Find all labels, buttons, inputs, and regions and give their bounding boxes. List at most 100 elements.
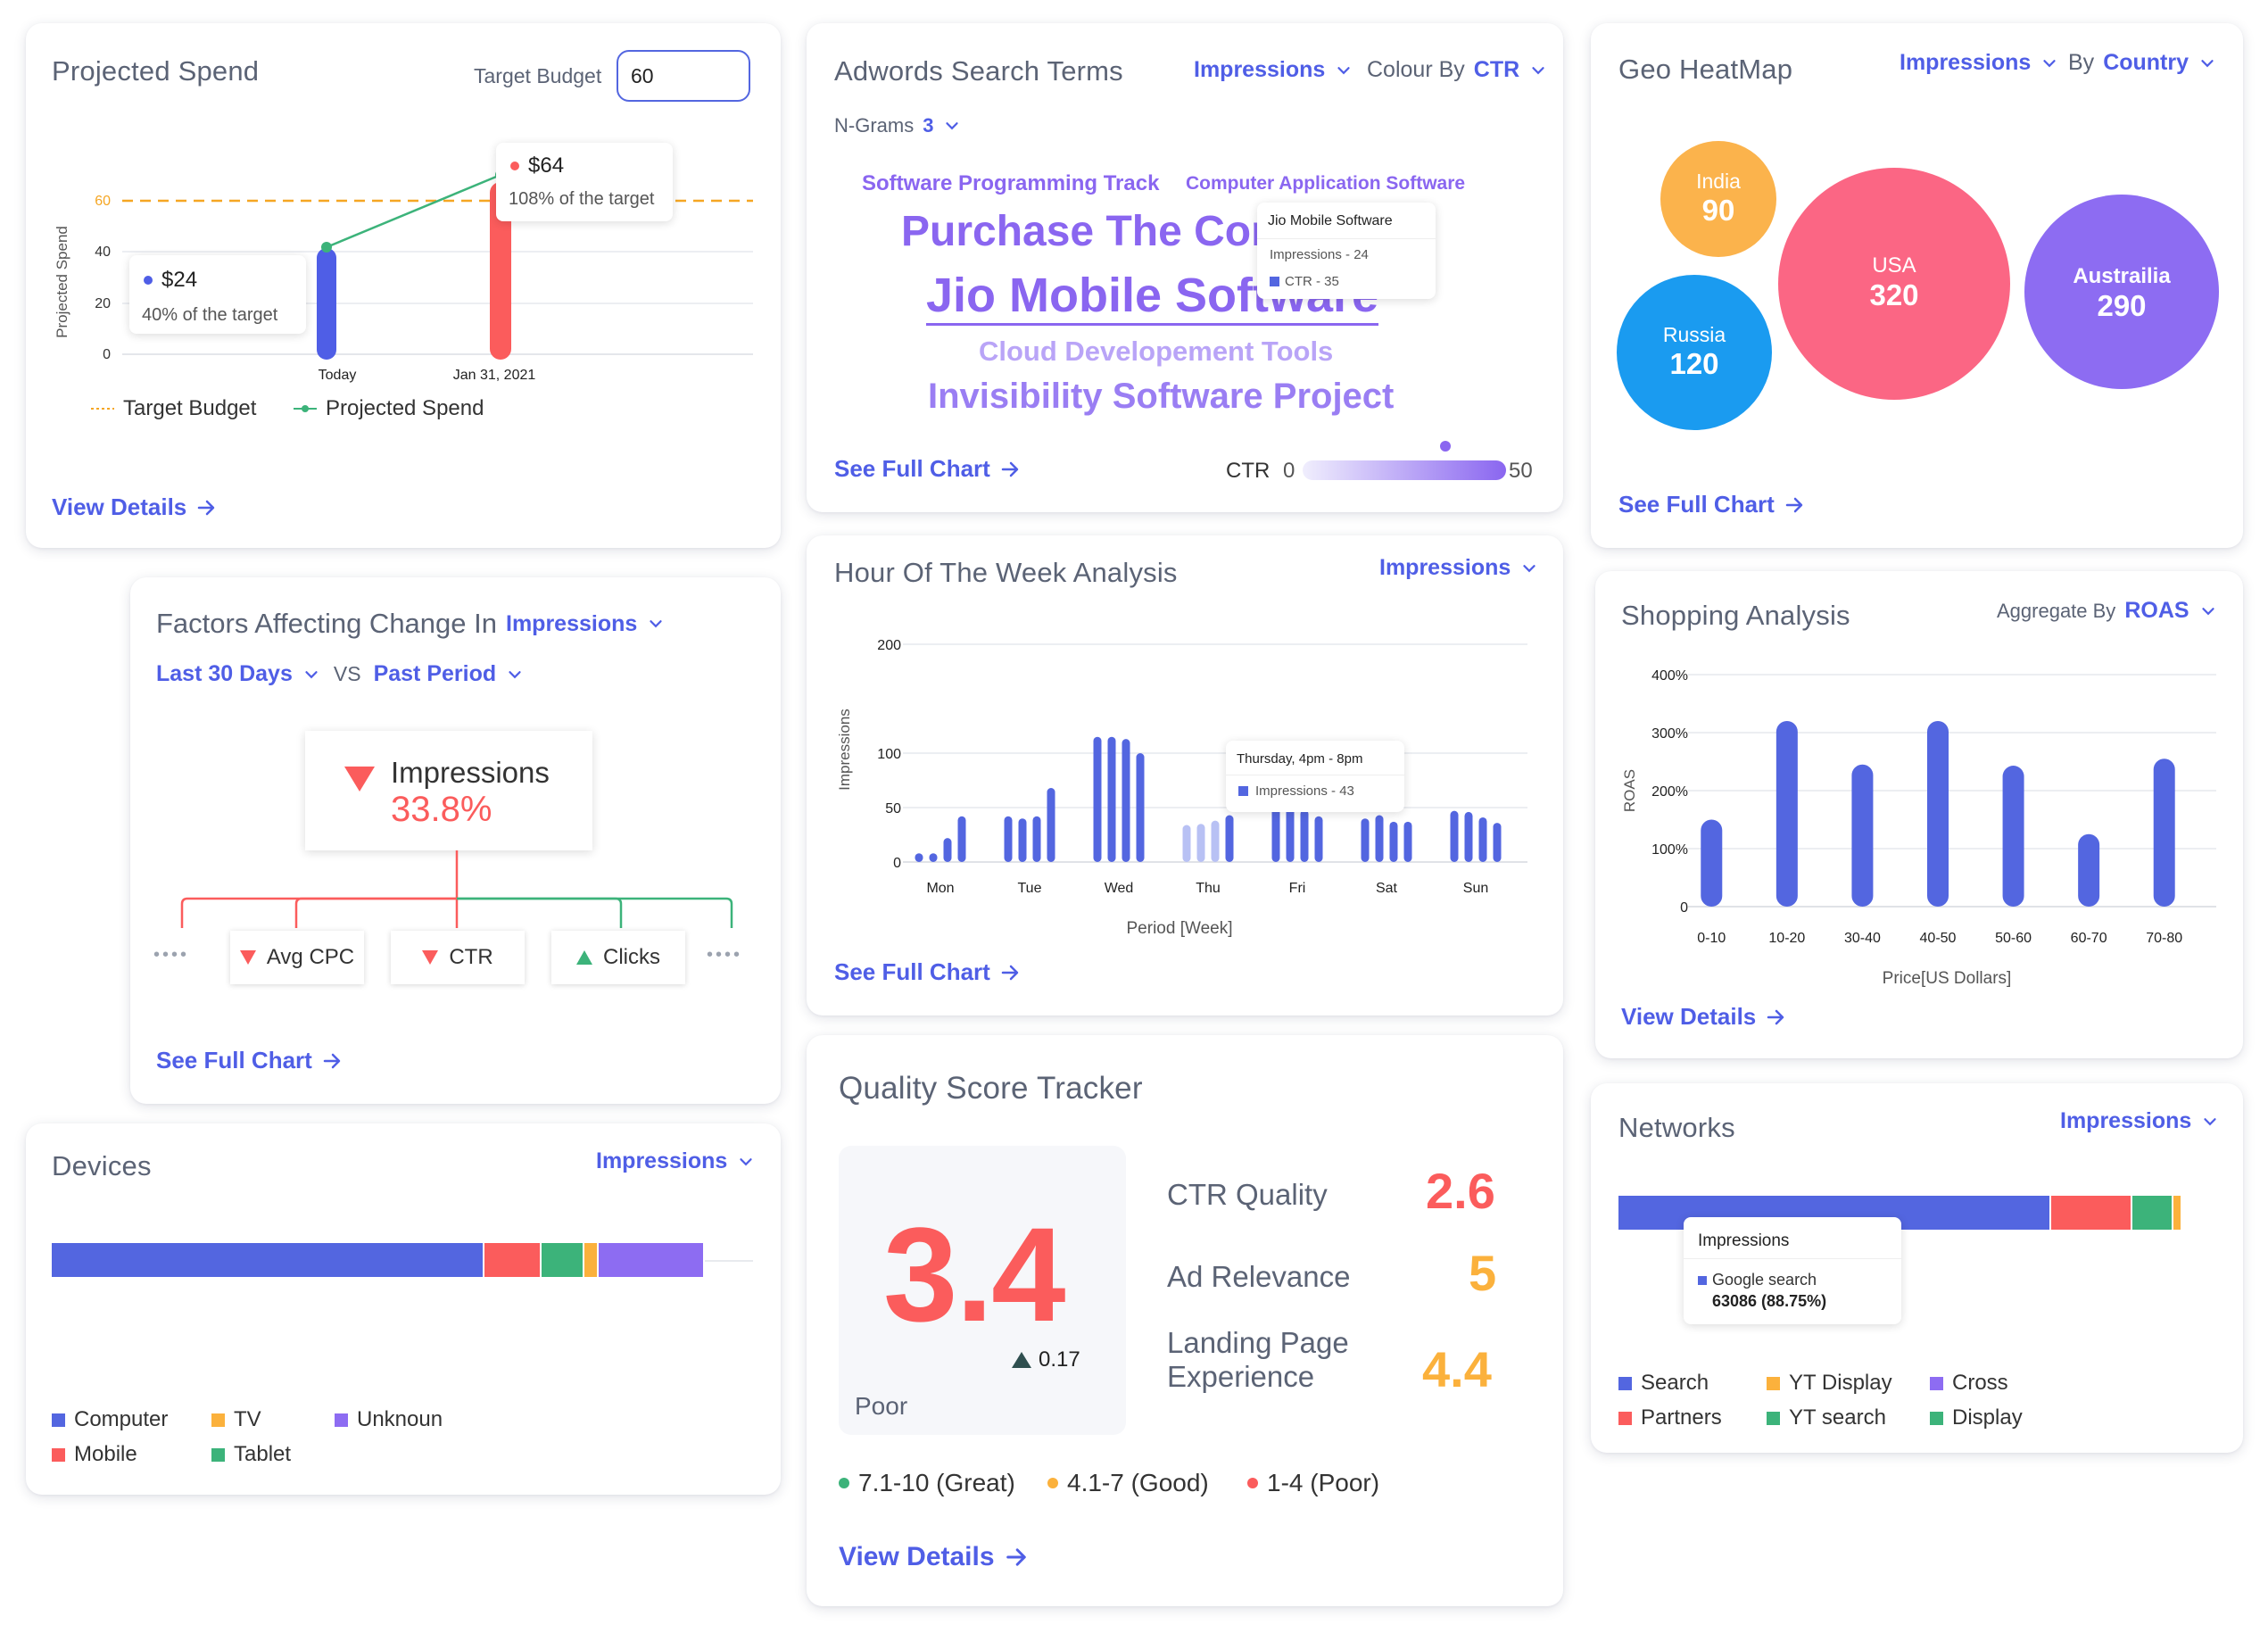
score-delta: 0.17 <box>1039 1347 1080 1372</box>
hour-bar <box>1047 788 1055 862</box>
x-label-jan: Jan 31, 2021 <box>453 368 536 383</box>
bar-segment[interactable] <box>2051 1196 2132 1230</box>
colour-by-dropdown[interactable]: Colour By CTR <box>1367 57 1548 83</box>
hour-bar <box>943 838 952 862</box>
x-tick-label: 60-70 <box>2071 931 2107 946</box>
bubble-usa[interactable]: USA 320 <box>1778 168 2010 400</box>
bubble-label: Russia <box>1662 323 1726 346</box>
view-details-link[interactable]: View Details <box>839 1542 1029 1572</box>
legend-computer: Computer <box>52 1407 168 1432</box>
word-term[interactable]: Computer Application Software <box>1186 173 1466 194</box>
x-tick-label: 30-40 <box>1844 931 1881 946</box>
target-budget-input[interactable] <box>617 50 750 102</box>
hour-bar <box>1464 811 1473 862</box>
word-term[interactable]: Software Programming Track <box>862 171 1160 195</box>
factor-ctr[interactable]: CTR <box>391 931 525 984</box>
chevron-down-icon <box>2201 59 2214 67</box>
hour-bar <box>1032 816 1041 862</box>
factor-clicks[interactable]: Clicks <box>551 931 685 984</box>
hour-bar <box>1403 821 1412 862</box>
quality-score-card: Quality Score Tracker 3.4 0.17 Poor CTR … <box>807 1035 1563 1606</box>
bubble-russia[interactable]: Russia 120 <box>1617 275 1772 430</box>
bubble-austrailia[interactable]: Austrailia 290 <box>2024 195 2219 389</box>
score-value: 3.4 <box>883 1199 1066 1349</box>
x-tick-label: Sun <box>1463 881 1488 896</box>
bar-segment[interactable] <box>484 1243 542 1277</box>
x-tick-label: 0-10 <box>1697 931 1726 946</box>
metric-dropdown[interactable]: Impressions <box>1194 57 1353 83</box>
hour-bar <box>1225 815 1234 862</box>
tooltip-jan: $64 108% of the target <box>496 143 673 221</box>
roas-bar <box>1701 819 1723 907</box>
view-details-link[interactable]: View Details <box>1621 1003 1786 1031</box>
more-dots-right[interactable]: •••• <box>707 945 743 965</box>
aggregate-dropdown[interactable]: Aggregate By ROAS <box>1997 598 2218 624</box>
word-term[interactable]: Invisibility Software Project <box>928 377 1395 416</box>
factor-tree-lines <box>180 850 733 928</box>
word-term[interactable]: Cloud Developement Tools <box>979 336 1334 367</box>
legend-cross: Cross <box>1930 1371 2008 1396</box>
metric-value: 2.6 <box>1426 1163 1495 1219</box>
y-tick-label: 0 <box>1680 900 1688 916</box>
arrow-right-icon <box>323 1053 341 1068</box>
hour-bar <box>915 853 923 862</box>
triangle-up-icon <box>576 950 592 965</box>
legend-display: Display <box>1930 1405 2023 1430</box>
bar-segment[interactable] <box>2173 1196 2182 1230</box>
word-term[interactable]: Purchase The Cor <box>901 208 1268 255</box>
network-tooltip: Impressions Google search 63086 (88.75%) <box>1684 1217 1901 1324</box>
tooltip-title: Impressions <box>1698 1231 1790 1250</box>
x-tick-label: Mon <box>926 881 954 896</box>
card-title: Factors Affecting Change In <box>156 608 497 639</box>
ctr-scale-label: CTR <box>1226 459 1271 483</box>
metric-dropdown[interactable]: Impressions <box>1379 555 1539 581</box>
y-tick-label: 100% <box>1651 842 1688 858</box>
card-title: Shopping Analysis <box>1621 600 1850 631</box>
hour-bar <box>1018 818 1027 862</box>
term-tooltip: Jio Mobile Software Impressions - 24 CTR… <box>1257 203 1436 299</box>
bar-segment[interactable] <box>52 1243 485 1277</box>
hour-week-card: Hour Of The Week Analysis Impressions 0 5… <box>807 535 1563 1015</box>
tooltip-amount: $24 <box>161 268 198 292</box>
see-full-chart-link[interactable]: See Full Chart <box>1618 491 1805 518</box>
ngrams-dropdown[interactable]: N-Grams 3 <box>834 114 962 137</box>
view-details-link[interactable]: View Details <box>52 493 217 521</box>
shopping-card: Shopping Analysis Aggregate By ROAS 0 100… <box>1595 571 2243 1058</box>
metric-dropdown[interactable]: Impressions <box>506 611 666 637</box>
hour-bar <box>1314 816 1323 862</box>
legend-good: 4.1-7 (Good) <box>1047 1469 1209 1497</box>
see-full-chart-link[interactable]: See Full Chart <box>156 1047 343 1074</box>
see-full-chart-link[interactable]: See Full Chart <box>834 455 1021 483</box>
x-tick-label: 10-20 <box>1768 931 1805 946</box>
chevron-down-icon <box>650 620 662 628</box>
score-rating: Poor <box>855 1392 908 1420</box>
compare-dropdown[interactable]: Past Period <box>374 661 526 687</box>
metric-dropdown[interactable]: Impressions <box>596 1148 756 1174</box>
hour-bar <box>1211 820 1220 862</box>
more-dots-left[interactable]: •••• <box>153 945 190 965</box>
bubble-india[interactable]: India 90 <box>1660 141 1776 257</box>
y-tick-label: 200% <box>1651 784 1688 800</box>
hour-bar <box>957 816 966 862</box>
bar-segment[interactable] <box>598 1243 705 1277</box>
arrow-right-icon <box>1001 461 1019 477</box>
vs-label: VS <box>333 662 361 685</box>
hour-bar <box>1450 810 1459 862</box>
bar-segment[interactable] <box>2131 1196 2174 1230</box>
arrow-right-icon <box>1785 497 1803 512</box>
hour-bar <box>1136 753 1145 862</box>
bar-segment[interactable] <box>584 1243 599 1277</box>
x-axis-label: Period [Week] <box>1127 919 1233 938</box>
hour-bar <box>929 853 938 862</box>
see-full-chart-link[interactable]: See Full Chart <box>834 958 1021 986</box>
y-tick-label: 0 <box>893 856 901 871</box>
period-dropdown[interactable]: Last 30 Days <box>156 661 321 687</box>
by-country-dropdown[interactable]: By Country <box>2068 50 2217 76</box>
impressions-node[interactable]: Impressions 33.8% <box>305 731 592 850</box>
factor-avg-cpc[interactable]: Avg CPC <box>230 931 364 984</box>
bar-segment[interactable] <box>541 1243 584 1277</box>
metric-dropdown[interactable]: Impressions <box>2060 1108 2220 1134</box>
metric-dropdown[interactable]: Impressions <box>1900 50 2059 76</box>
tooltip-value: 63086 (88.75%) <box>1712 1292 1827 1310</box>
legend-search: Search <box>1618 1371 1709 1396</box>
